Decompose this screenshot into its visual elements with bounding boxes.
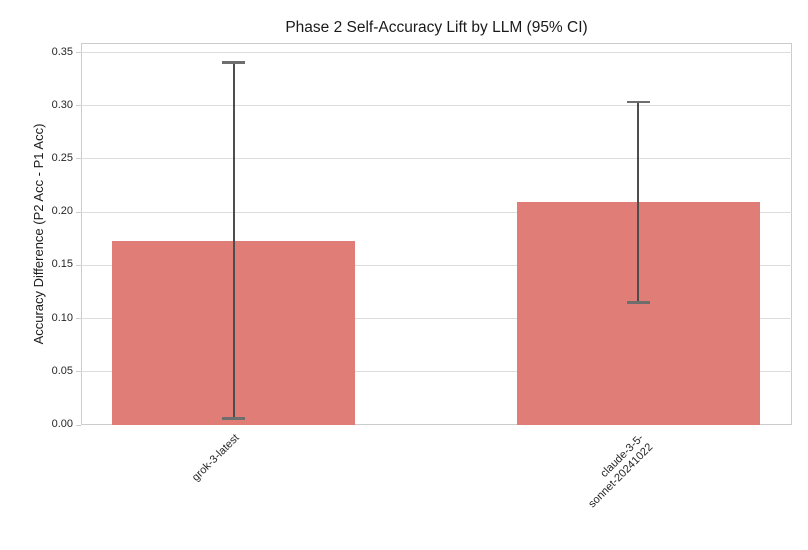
- y-tick-label: 0.15: [51, 258, 73, 271]
- gridline: [81, 211, 792, 213]
- y-tick-label: 0.05: [51, 364, 73, 377]
- y-tick-mark: [76, 158, 81, 160]
- gridline: [81, 371, 792, 373]
- error-bar-cap-bottom: [222, 417, 245, 420]
- y-tick-mark: [76, 424, 81, 426]
- gridline: [81, 264, 792, 266]
- error-bar-line: [637, 101, 640, 303]
- y-tick-label: 0.25: [51, 151, 73, 164]
- gridline: [81, 105, 792, 107]
- y-tick-mark: [76, 105, 81, 107]
- x-tick-label-text: claude-3-5- sonnet-20241022: [586, 432, 656, 511]
- y-tick-mark: [76, 371, 81, 373]
- error-bar-line: [232, 62, 235, 419]
- error-bar-cap-bottom: [626, 301, 650, 304]
- y-tick-label: 0.30: [51, 98, 73, 111]
- y-tick-label: 0.35: [51, 45, 73, 58]
- y-tick-label: 0.20: [51, 205, 73, 218]
- error-bar-cap-top: [222, 61, 245, 64]
- y-tick-mark: [76, 52, 81, 54]
- chart-title: Phase 2 Self-Accuracy Lift by LLM (95% C…: [285, 19, 588, 36]
- y-tick-label: 0.00: [51, 418, 73, 430]
- gridline: [81, 52, 792, 54]
- y-tick-mark: [76, 318, 81, 320]
- error-bar-cap-top: [626, 100, 650, 104]
- y-tick-label: 0.10: [51, 311, 73, 324]
- gridline: [81, 158, 792, 160]
- x-tick-label-text: grok-3-latest: [190, 432, 242, 484]
- y-tick-mark: [76, 264, 81, 266]
- gridline: [81, 318, 792, 320]
- y-tick-mark: [76, 211, 81, 213]
